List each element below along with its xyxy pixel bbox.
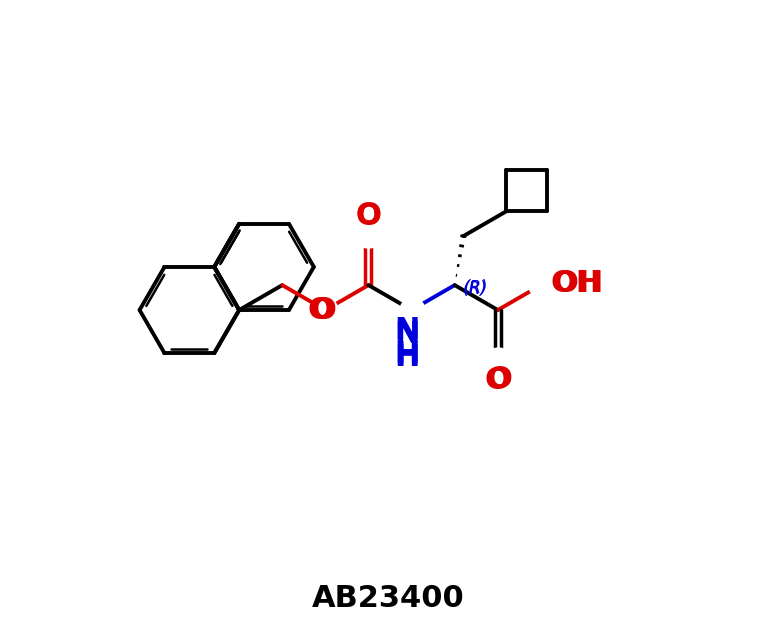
Text: (R): (R) (464, 279, 488, 297)
Text: N: N (394, 316, 419, 345)
Text: OH: OH (551, 268, 602, 297)
Text: AB23400: AB23400 (312, 584, 464, 613)
Text: (R): (R) (462, 280, 487, 298)
Text: O: O (310, 295, 336, 324)
Text: O: O (487, 365, 513, 394)
Text: N: N (394, 320, 419, 349)
Text: O: O (485, 366, 511, 395)
Text: H: H (394, 340, 419, 369)
Text: OH: OH (553, 268, 605, 297)
Text: O: O (355, 202, 382, 231)
Text: O: O (355, 202, 382, 231)
Text: H: H (394, 343, 419, 372)
Text: O: O (307, 295, 334, 324)
